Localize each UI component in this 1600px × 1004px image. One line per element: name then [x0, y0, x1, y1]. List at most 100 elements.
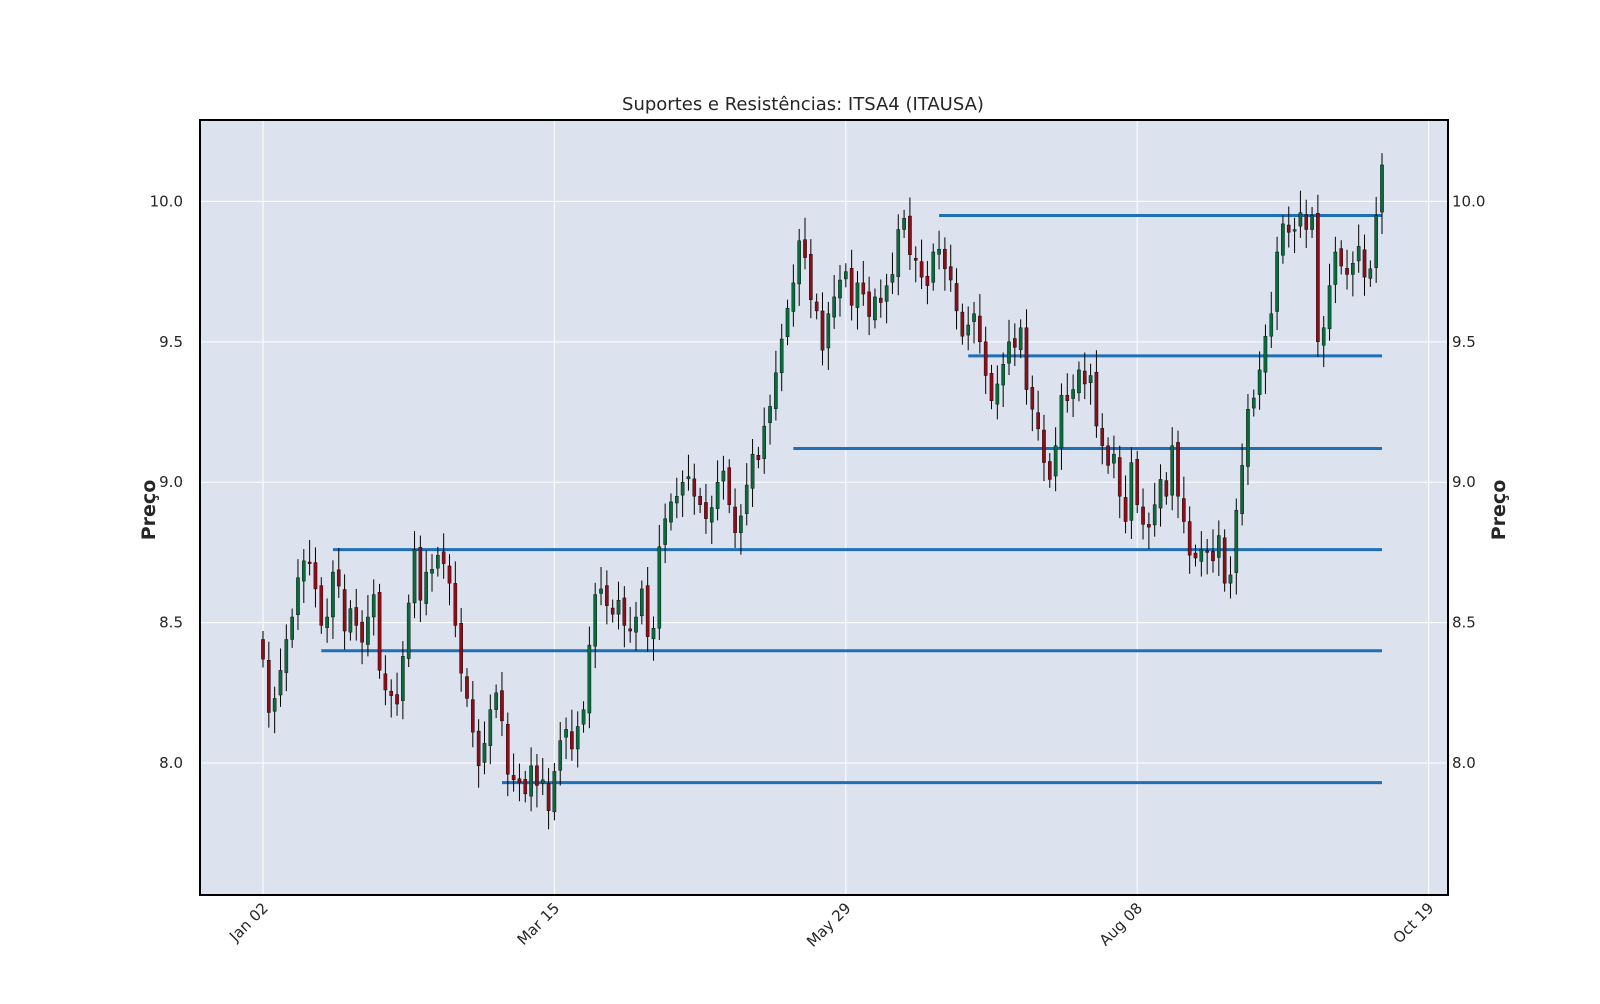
candle-body: [686, 476, 691, 480]
candle-body: [1135, 459, 1140, 505]
candle-body: [278, 670, 283, 696]
candle-body: [575, 726, 580, 750]
candle-body: [418, 547, 423, 601]
candle-body: [301, 560, 306, 582]
candle-body: [500, 690, 504, 722]
candle-body: [401, 656, 405, 701]
candle-body: [465, 676, 469, 699]
x-tick-label: May 29: [803, 899, 855, 951]
candle-body: [325, 616, 329, 628]
candle-body: [931, 251, 936, 283]
y-tick-label: 8.5: [1452, 614, 1476, 632]
candle-body: [954, 283, 959, 312]
candle-body: [645, 585, 650, 637]
candle-body: [1269, 313, 1274, 337]
candle-body: [261, 639, 265, 660]
candle-body: [943, 248, 947, 270]
candle-body: [377, 592, 382, 671]
x-axis: Jan 02 Mar 15 May 29 Aug 08 Oct 19: [225, 899, 1437, 951]
candle-body: [1281, 223, 1285, 256]
candle-body: [1263, 336, 1268, 373]
candle-body: [476, 730, 481, 767]
candle-body: [1327, 285, 1332, 330]
candle-body: [989, 373, 994, 401]
candle-body: [1001, 364, 1005, 386]
candle-body: [441, 551, 446, 564]
candle-body: [599, 588, 603, 594]
candle-body: [919, 261, 924, 278]
candle-body: [820, 310, 825, 351]
candle-body: [791, 282, 796, 312]
candle-body: [698, 496, 702, 505]
candle-body: [313, 562, 318, 590]
candle-body: [540, 779, 545, 784]
candle-body: [844, 271, 848, 280]
candle-body: [960, 311, 965, 337]
candle-body: [296, 577, 300, 615]
candle-body: [785, 307, 790, 337]
candle-body: [972, 313, 976, 322]
candle-body: [1380, 164, 1384, 213]
candle-body: [704, 502, 708, 519]
candle-body: [1024, 327, 1029, 390]
candle-body: [750, 453, 755, 489]
candle-body: [471, 699, 475, 733]
candle-body: [564, 729, 568, 738]
candle-body: [511, 775, 516, 781]
candle-body: [360, 621, 364, 643]
candle-body: [1141, 506, 1145, 525]
candle-body: [412, 549, 417, 604]
candle-body: [1368, 268, 1373, 279]
candle-body: [552, 771, 557, 813]
candle-body: [948, 266, 953, 281]
chart-title: Suportes e Resistências: ITSA4 (ITAUSA): [622, 94, 984, 115]
candle-body: [809, 254, 813, 300]
candle-body: [616, 599, 621, 615]
x-tick-label: Oct 19: [1390, 899, 1438, 947]
candle-body: [1170, 445, 1174, 496]
y-tick-label: 10.0: [150, 192, 183, 210]
candle-body: [529, 765, 533, 797]
candle-body: [715, 482, 720, 509]
candle-body: [721, 470, 726, 482]
plot-area: [200, 120, 1448, 895]
candle-body: [1356, 246, 1361, 262]
candle-body: [1106, 445, 1110, 466]
candle-body: [1374, 215, 1378, 268]
y-axis-left: 8.0 8.5 9.0 9.5 10.0: [150, 192, 183, 772]
candle-body: [1164, 480, 1169, 497]
candle-body: [739, 515, 743, 533]
candle-body: [692, 478, 697, 497]
candle-body: [908, 215, 912, 255]
candle-body: [605, 585, 609, 606]
y-tick-label: 8.0: [159, 754, 183, 772]
x-tick-label: Jan 02: [225, 899, 272, 946]
candle-body: [709, 507, 714, 523]
candle-body: [581, 709, 586, 725]
candle-body: [797, 240, 801, 285]
y-axis-right: 8.0 8.5 9.0 9.5 10.0: [1452, 192, 1485, 772]
candle-body: [453, 583, 458, 626]
candle-body: [1182, 498, 1186, 522]
candle-body: [366, 616, 370, 645]
candle-body: [331, 571, 335, 618]
candle-body: [1036, 412, 1040, 430]
candle-body: [913, 257, 918, 261]
candle-body: [1042, 429, 1046, 463]
candle-body: [925, 275, 930, 286]
candle-body: [937, 248, 941, 255]
candle-body: [336, 569, 341, 587]
candle-body: [436, 555, 440, 569]
candle-body: [319, 585, 324, 626]
candle-body: [855, 282, 860, 308]
candle-body: [1333, 251, 1338, 285]
candle-body: [1345, 268, 1349, 275]
candle-body: [634, 616, 638, 633]
candle-body: [1117, 457, 1122, 497]
candle-body: [669, 501, 673, 523]
candle-body: [307, 561, 312, 564]
y-tick-label: 9.5: [1452, 333, 1476, 351]
candle-body: [663, 518, 667, 545]
candle-body: [762, 425, 767, 459]
